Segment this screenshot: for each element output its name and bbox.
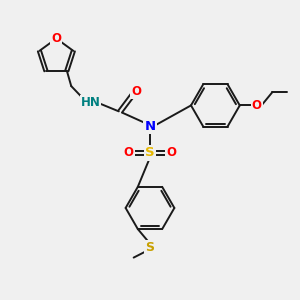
Text: HN: HN xyxy=(81,96,100,109)
Text: N: N xyxy=(144,120,156,133)
Text: O: O xyxy=(124,146,134,160)
Text: O: O xyxy=(131,85,141,98)
Text: S: S xyxy=(146,241,154,254)
Text: O: O xyxy=(167,146,176,160)
Text: S: S xyxy=(145,146,155,160)
Text: O: O xyxy=(252,99,262,112)
Text: O: O xyxy=(51,32,62,45)
